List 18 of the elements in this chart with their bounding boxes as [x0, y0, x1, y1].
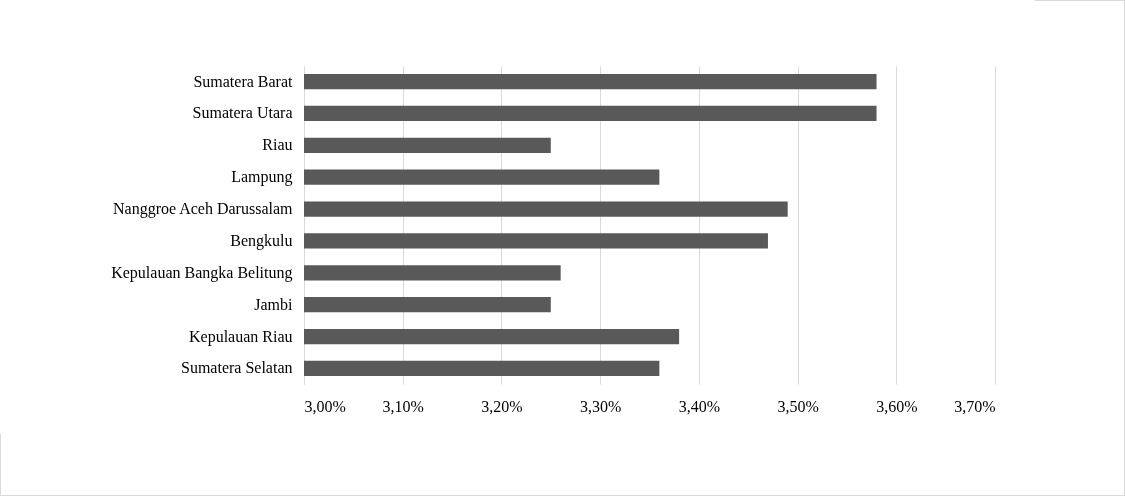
y-tick-label: Riau: [262, 136, 293, 154]
y-tick-label: Sumatera Barat: [193, 72, 294, 90]
y-tick-label: Jambi: [254, 295, 294, 313]
x-tick-label: 3,50%: [777, 397, 819, 415]
x-tick-label: 3,70%: [954, 397, 996, 415]
x-tick-label: 3,10%: [382, 397, 424, 415]
x-tick-label: 3,60%: [876, 397, 918, 415]
y-tick-label: Bengkulu: [230, 231, 293, 250]
y-tick-label: Sumatera Utara: [192, 104, 293, 122]
y-tick-label: Sumatera Selatan: [180, 359, 293, 377]
y-tick-label: Kepulauan Bangka Belitung: [111, 263, 293, 282]
x-tick-label: 3,40%: [678, 397, 721, 415]
y-tick-label: Nanggroe Aceh Darussalam: [113, 200, 294, 219]
x-tick-label: 3,00%: [304, 397, 346, 415]
y-tick-label: Kepulauan Riau: [188, 327, 293, 346]
x-tick-label: 3,30%: [579, 397, 622, 415]
x-tick-label: 3,20%: [481, 397, 523, 415]
y-tick-label: Lampung: [231, 168, 293, 187]
